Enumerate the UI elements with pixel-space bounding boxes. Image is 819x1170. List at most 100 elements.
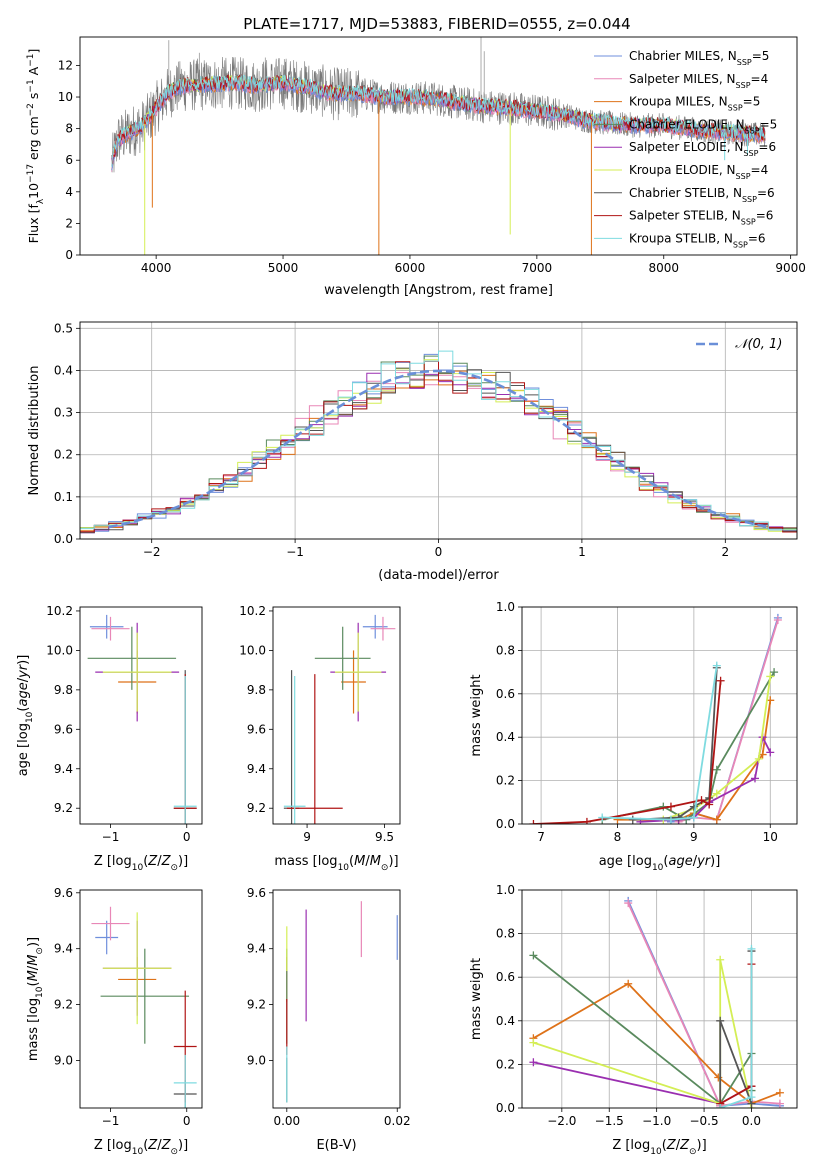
data-marker [766, 672, 775, 681]
data-marker [666, 802, 675, 811]
x-tick-label: 9.5 [375, 830, 394, 844]
y-tick-label: 9.8 [54, 683, 73, 697]
y-tick-label: 9.4 [54, 762, 73, 776]
data-marker [775, 1088, 784, 1097]
data-marker [529, 1058, 538, 1067]
y-tick-label: 0.4 [496, 730, 515, 744]
axes-frame [79, 889, 203, 1109]
data-marker [697, 796, 706, 805]
data-layer [111, 37, 766, 255]
y-tick-label: 9.6 [247, 886, 266, 900]
y-tick-label: 9.8 [247, 683, 266, 697]
data-marker [705, 800, 714, 809]
plot-background [522, 607, 797, 824]
legend-label: Salpeter MILES, NSSP=4 [629, 72, 768, 90]
x-tick-label: 9000 [775, 261, 806, 275]
y-tick-label: 9.6 [247, 722, 266, 736]
panel-spectrum: 4000 5000 6000 7000 8000 9000 0 2 4 6 8 10 12 wavelen… [26, 36, 806, 298]
y-tick-label: 10 [58, 90, 73, 104]
y-tick-label: 9.2 [247, 998, 266, 1012]
legend-label: Chabrier MILES, NSSP=5 [629, 49, 769, 67]
x-tick-label: 8 [614, 830, 622, 844]
x-tick-label: 1 [578, 545, 586, 559]
histogram-kroupa-stelib [80, 350, 797, 539]
y-axis-label: age [log10(age/yr)] [16, 655, 35, 777]
data-marker [716, 676, 725, 685]
y-tick-label: 0.6 [496, 970, 515, 984]
x-tick-label: −2 [143, 545, 161, 559]
y-tick-label: 0.3 [54, 406, 73, 420]
x-axis-label: E(B-V) [316, 1138, 356, 1153]
y-tick-label: 0.5 [54, 321, 73, 335]
series-line-salpeter-miles [627, 902, 780, 1107]
y-tick-label: 0.1 [54, 490, 73, 504]
x-tick-label: 0 [183, 830, 191, 844]
y-tick-label: 8 [65, 122, 73, 136]
legend-label: Chabrier STELIB, NSSP=6 [629, 186, 775, 204]
data-marker [582, 817, 591, 824]
panel-mass_vs_ebv: 0.00 0.02 9.0 9.2 9.4 9.6 E(B-V) [247, 886, 411, 1153]
legend-label: Chabrier ELODIE, NSSP=5 [629, 117, 777, 135]
y-tick-label: 9.4 [54, 942, 73, 956]
y-tick-label: 0.8 [496, 643, 515, 657]
y-tick-label: 0.2 [54, 448, 73, 462]
panel-age_vs_Z: −1 0 9.2 9.4 9.6 9.8 10.0 10.2 Z [log10(Z/Z⊙)] ag… [16, 604, 203, 873]
y-axis-label: mass weight [469, 674, 484, 756]
x-tick-label: 6000 [395, 261, 426, 275]
data-marker [773, 616, 782, 625]
x-tick-label: 0.00 [273, 1114, 300, 1128]
axes-frame [521, 606, 798, 825]
data-marker [770, 668, 779, 677]
data-layer [283, 614, 396, 824]
data-marker [754, 754, 763, 763]
data-marker [529, 820, 538, 824]
panel-weight_vs_age: 7 8 9 10 0.0 0.2 0.4 0.6 0.8 1.0 age [log10(age/yr… [469, 600, 798, 873]
plot-background [80, 890, 202, 1108]
x-tick-label: −2.0 [547, 1114, 576, 1128]
y-axis-label: mass [log10(M/M⊙)] [26, 937, 45, 1061]
y-tick-label: 0.0 [496, 817, 515, 831]
axes-frame [79, 36, 798, 256]
plot-background [522, 890, 797, 1108]
data-marker [529, 1038, 538, 1047]
data-marker [666, 815, 675, 824]
x-tick-label: 4000 [141, 261, 172, 275]
x-tick-label: 0.0 [742, 1114, 761, 1128]
legend-label: Kroupa STELIB, NSSP=6 [629, 231, 766, 249]
legend-label: Kroupa ELODIE, NSSP=4 [629, 163, 768, 181]
x-tick-label: −1.0 [642, 1114, 671, 1128]
data-marker [716, 1016, 725, 1025]
x-tick-label: −1 [286, 545, 304, 559]
y-tick-label: 0.4 [54, 363, 73, 377]
data-marker [598, 813, 607, 822]
axes-frame [272, 889, 401, 1109]
x-tick-label: −1 [102, 830, 120, 844]
x-axis-label: Z [log10(Z/Z⊙)] [94, 854, 188, 873]
y-tick-label: 0.0 [496, 1101, 515, 1115]
x-axis-label: (data-model)/error [378, 568, 499, 583]
x-tick-label: −1 [102, 1114, 120, 1128]
x-tick-label: −0.5 [689, 1114, 718, 1128]
plot-background [80, 607, 202, 824]
x-tick-label: 10 [763, 830, 778, 844]
x-axis-label: mass [log10(M/M⊙)] [274, 854, 398, 873]
axes-frame [272, 606, 401, 825]
panel-age_vs_mass: 9 9.5 9.2 9.4 9.6 9.8 10.0 10.2 mass [log10(M/M⊙… [239, 604, 401, 873]
data-marker [689, 813, 698, 822]
y-tick-label: 1.0 [496, 883, 515, 897]
data-marker [529, 951, 538, 960]
x-tick-label: 2 [721, 545, 729, 559]
x-axis-label: age [log10(age/yr)] [599, 854, 721, 873]
y-axis-label: Flux [fλ10−17 erg cm−2 s−1 A−1] [26, 49, 46, 244]
model-spectrum-kroupa-stelib [111, 74, 766, 168]
x-axis-label: Z [log10(Z/Z⊙)] [612, 1138, 706, 1157]
legend-label: Kroupa MILES, NSSP=5 [629, 95, 760, 113]
data-marker [747, 1093, 756, 1102]
y-tick-label: 9.4 [247, 762, 266, 776]
y-tick-label: 10.0 [46, 643, 73, 657]
y-tick-label: 6 [65, 153, 73, 167]
y-tick-label: 1.0 [496, 600, 515, 614]
data-layer [529, 896, 784, 1108]
y-tick-label: 12 [58, 58, 73, 72]
